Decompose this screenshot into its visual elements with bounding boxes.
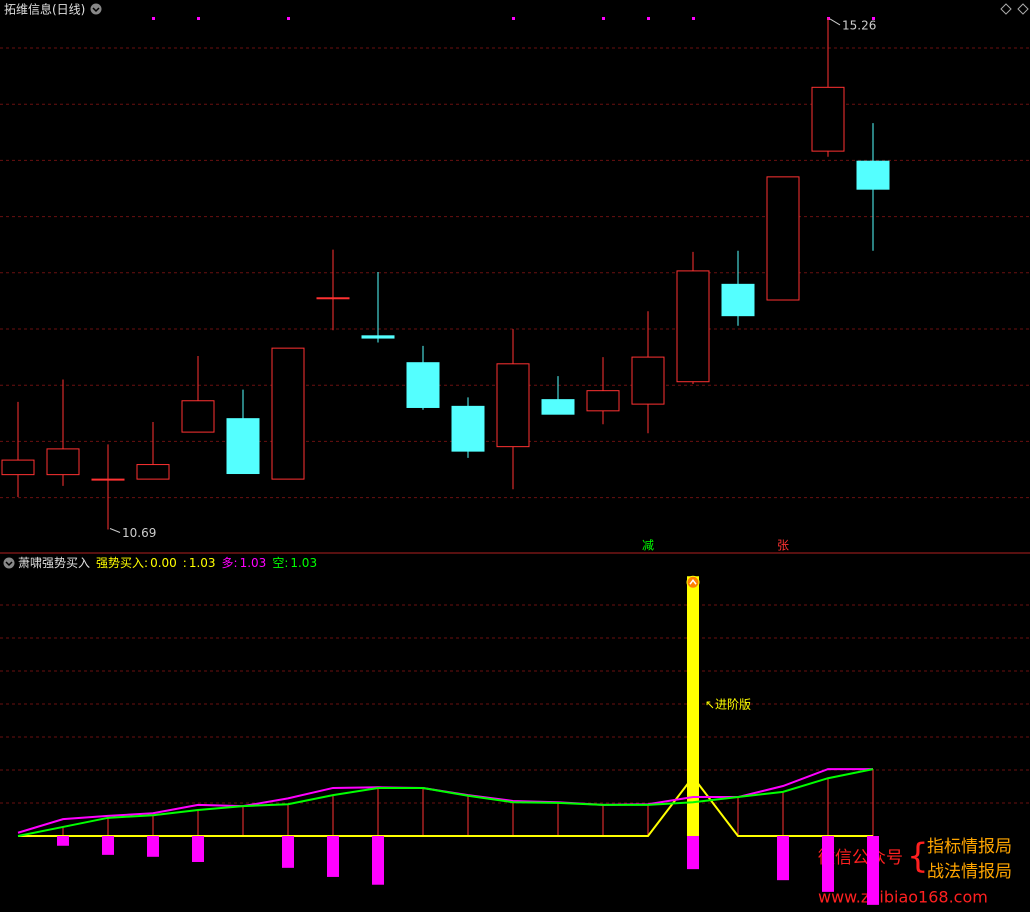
spike-chevron <box>689 578 697 585</box>
watermark-text: 战法情报局 <box>927 862 1012 882</box>
menu-chevron <box>92 7 100 13</box>
high-pointer <box>829 18 841 26</box>
candle-body <box>136 464 170 480</box>
spike <box>687 576 699 837</box>
candle-body <box>91 478 125 481</box>
bar <box>192 836 204 862</box>
candle-body <box>721 283 755 317</box>
watermark-brace: { <box>907 837 929 877</box>
candle-body <box>271 347 305 480</box>
bar <box>102 836 114 855</box>
menu-chevron <box>5 561 13 567</box>
bar <box>822 836 834 892</box>
indicator-header: 萧啸强势买入 强势买入: 0.00:1.03 多: 1.03 空: 1.03 <box>18 556 317 570</box>
menu-icon[interactable] <box>3 557 15 569</box>
bar <box>867 836 879 905</box>
candle-body <box>586 390 620 412</box>
settings-icon[interactable] <box>1017 3 1029 15</box>
header-value: 1.03 <box>189 556 216 570</box>
header-label: 强势买入: <box>96 556 148 570</box>
candle-body <box>1 459 35 476</box>
candle-body <box>541 399 575 415</box>
signal-label: 张 <box>777 539 789 553</box>
candle-body <box>496 363 530 448</box>
header-value: 0.00 <box>150 556 177 570</box>
indicator-line <box>17 768 874 837</box>
low-pointer <box>109 528 121 533</box>
bar <box>372 836 384 885</box>
bar <box>327 836 339 877</box>
bar <box>147 836 159 857</box>
menu-icon[interactable] <box>90 3 102 15</box>
settings-icon[interactable] <box>1000 3 1012 15</box>
header-label: : <box>183 556 187 570</box>
indicator-line <box>18 775 873 838</box>
bar <box>282 836 294 868</box>
candle-body <box>631 356 665 405</box>
indicator-title: 萧啸强势买入 <box>18 556 90 570</box>
annotation: ↖进阶版 <box>705 698 751 712</box>
candle-body <box>361 335 395 339</box>
candle-body <box>811 86 845 152</box>
candle-body <box>451 405 485 452</box>
candle-body <box>226 418 260 475</box>
bar <box>687 836 699 870</box>
candle-body <box>316 297 350 300</box>
low-label: 10.69 <box>122 526 156 540</box>
candle-body <box>856 160 890 190</box>
watermark-text: 微信公众号 <box>818 848 903 868</box>
candle-body <box>181 400 215 433</box>
high-label: 15.26 <box>842 18 876 32</box>
candle-body <box>766 176 800 301</box>
watermark-url: www.zhibiao168.com <box>818 888 988 907</box>
spike-icon <box>686 575 700 589</box>
bar <box>777 836 789 881</box>
header-label: 多: <box>222 556 238 570</box>
bar <box>57 836 69 846</box>
watermark-text: 指标情报局 <box>927 837 1012 857</box>
header-value: 1.03 <box>240 556 267 570</box>
signal-label: 减 <box>642 539 654 553</box>
candle-body <box>46 448 80 476</box>
header-value: 1.03 <box>290 556 317 570</box>
header-label: 空: <box>272 556 288 570</box>
candle-body <box>406 362 440 408</box>
candle-body <box>676 270 710 383</box>
grid <box>0 47 1030 804</box>
panel-title: 拓维信息(日线) <box>4 2 85 17</box>
